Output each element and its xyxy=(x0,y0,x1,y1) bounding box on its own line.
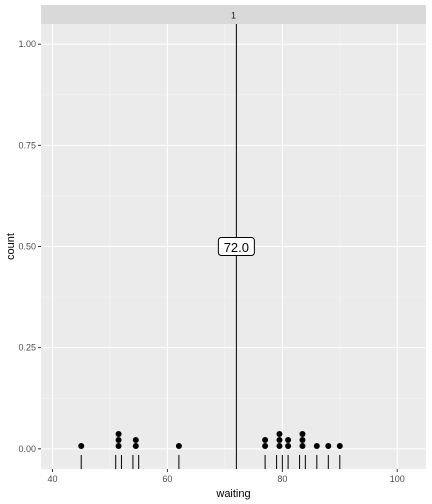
dot-point xyxy=(175,443,182,449)
dot-point xyxy=(336,443,343,449)
dot-point xyxy=(262,437,269,443)
x-axis: 40 60 80 100 xyxy=(47,469,405,484)
dot-point xyxy=(285,443,292,449)
dot-point xyxy=(285,437,292,443)
y-tick-label: 0.25 xyxy=(18,343,36,353)
dot-point xyxy=(276,443,283,449)
x-tick-label: 40 xyxy=(47,474,57,484)
dot-point xyxy=(325,443,332,449)
dot-point xyxy=(78,443,85,449)
dot-point xyxy=(299,431,306,437)
facet-strip-label: 1 xyxy=(231,11,236,21)
dot-point xyxy=(132,443,139,449)
median-label: 72.0 xyxy=(224,240,249,255)
rug-marks xyxy=(80,455,341,469)
dot-stacks xyxy=(78,431,343,449)
dot-point xyxy=(299,437,306,443)
major-gridlines xyxy=(41,24,426,469)
x-axis-title: waiting xyxy=(215,488,250,500)
dot-point xyxy=(132,437,139,443)
dot-point xyxy=(313,443,320,449)
x-tick-label: 60 xyxy=(162,474,172,484)
y-tick-label: 0.50 xyxy=(18,242,36,252)
dot-point xyxy=(276,437,283,443)
dot-point xyxy=(276,431,283,437)
x-tick-label: 100 xyxy=(390,474,405,484)
x-tick-label: 80 xyxy=(277,474,287,484)
median-label-box xyxy=(217,237,255,256)
dot-point xyxy=(299,443,306,449)
dot-point xyxy=(115,443,122,449)
y-axis: 0.00 0.25 0.50 0.75 1.00 xyxy=(18,39,41,454)
dot-point xyxy=(115,437,122,443)
y-tick-label: 0.00 xyxy=(18,444,36,454)
y-tick-label: 1.00 xyxy=(18,39,36,49)
dot-point xyxy=(262,443,269,449)
facet-strip xyxy=(41,5,426,24)
dot-point xyxy=(115,431,122,437)
y-tick-label: 0.75 xyxy=(18,140,36,150)
y-axis-title: count xyxy=(5,233,17,260)
